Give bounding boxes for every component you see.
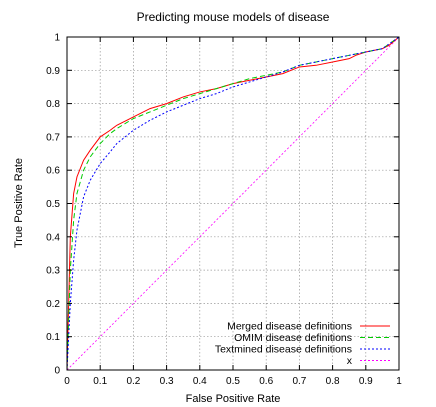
chart-title: Predicting mouse models of disease (137, 10, 330, 24)
y-tick-label: 0.8 (46, 99, 60, 110)
y-tick-label: 0.4 (46, 232, 60, 243)
series-line-2 (66, 36, 400, 371)
y-tick-label: 0.3 (46, 266, 60, 277)
x-tick-label: 0.8 (326, 376, 340, 387)
x-tick-label: 1 (396, 376, 402, 387)
x-tick-label: 0.2 (126, 376, 140, 387)
y-tick-label: 0.7 (46, 132, 60, 143)
y-axis-title: True Positive Rate (13, 158, 25, 248)
y-tick-label: 0.6 (46, 166, 60, 177)
x-axis-title: False Positive Rate (186, 393, 281, 405)
y-tick-label: 0.5 (46, 199, 60, 210)
legend-label: Textmined disease definitions (215, 344, 352, 356)
legend-label: OMIM disease definitions (234, 332, 352, 344)
x-tick-label: 0.1 (93, 376, 107, 387)
grid-lines (67, 37, 399, 370)
y-tick-label: 0 (54, 366, 60, 377)
x-tick-label: 0.5 (226, 376, 240, 387)
x-tick-label: 0 (64, 376, 70, 387)
legend-label: Merged disease definitions (227, 321, 352, 333)
y-tick-label: 0.2 (46, 299, 60, 310)
x-tick-label: 0.6 (259, 376, 273, 387)
y-tick-label: 1 (54, 33, 60, 44)
series-line-0 (66, 36, 400, 371)
series-line-1 (66, 36, 400, 371)
x-tick-label: 0.4 (193, 376, 207, 387)
x-tick-label: 0.3 (160, 376, 174, 387)
legend-label: x (347, 355, 353, 367)
y-tick-label: 0.9 (46, 66, 60, 77)
y-tick-label: 0.1 (46, 332, 60, 343)
x-tick-label: 0.9 (359, 376, 373, 387)
tick-layer: 0 0.1 0.2 0.3 0.4 0.5 0.6 0.7 0.8 0.9 1 0 0.1 0.2 0.3 0… (46, 33, 402, 388)
x-tick-label: 0.7 (292, 376, 306, 387)
series-layer (66, 36, 400, 371)
